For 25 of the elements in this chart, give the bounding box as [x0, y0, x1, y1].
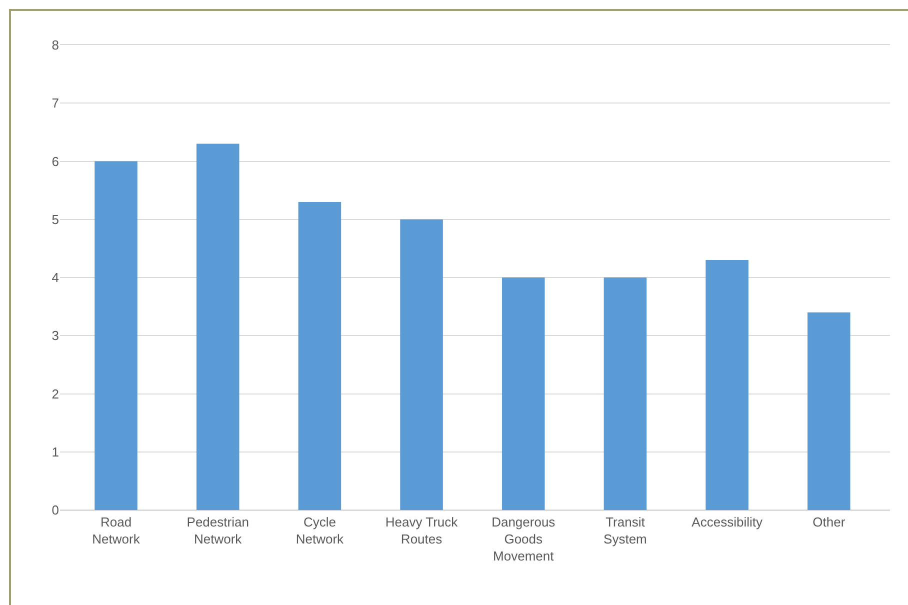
- bar: [400, 219, 443, 510]
- y-tick-label: 1: [52, 444, 59, 460]
- x-tick-label: Heavy Truck Routes: [385, 514, 458, 546]
- bar: [808, 312, 850, 510]
- bar: [94, 161, 138, 510]
- y-tick-label: 2: [52, 386, 59, 402]
- x-tick-label: Pedestrian Network: [186, 514, 249, 546]
- x-tick-label: Other: [812, 514, 846, 530]
- y-tick-label: 3: [52, 328, 59, 344]
- bar: [196, 144, 240, 510]
- y-tick-label: 6: [52, 154, 59, 169]
- bar: [502, 278, 545, 510]
- y-tick-label: 8: [52, 38, 59, 53]
- y-tick-label: 7: [52, 96, 59, 111]
- x-tick-label: Dangerous Goods Movement: [492, 514, 556, 564]
- x-tick-label: Cycle Network: [296, 514, 344, 546]
- bar: [706, 260, 748, 510]
- y-tick-label: 5: [52, 212, 59, 227]
- x-tick-label: Accessibility: [692, 514, 763, 530]
- bar: [604, 278, 647, 510]
- x-tick-label: Road Network: [92, 514, 140, 546]
- y-tick-label: 0: [52, 502, 59, 518]
- y-tick-label: 4: [52, 270, 59, 286]
- x-tick-label: Transit System: [604, 514, 647, 546]
- bar: [298, 202, 342, 510]
